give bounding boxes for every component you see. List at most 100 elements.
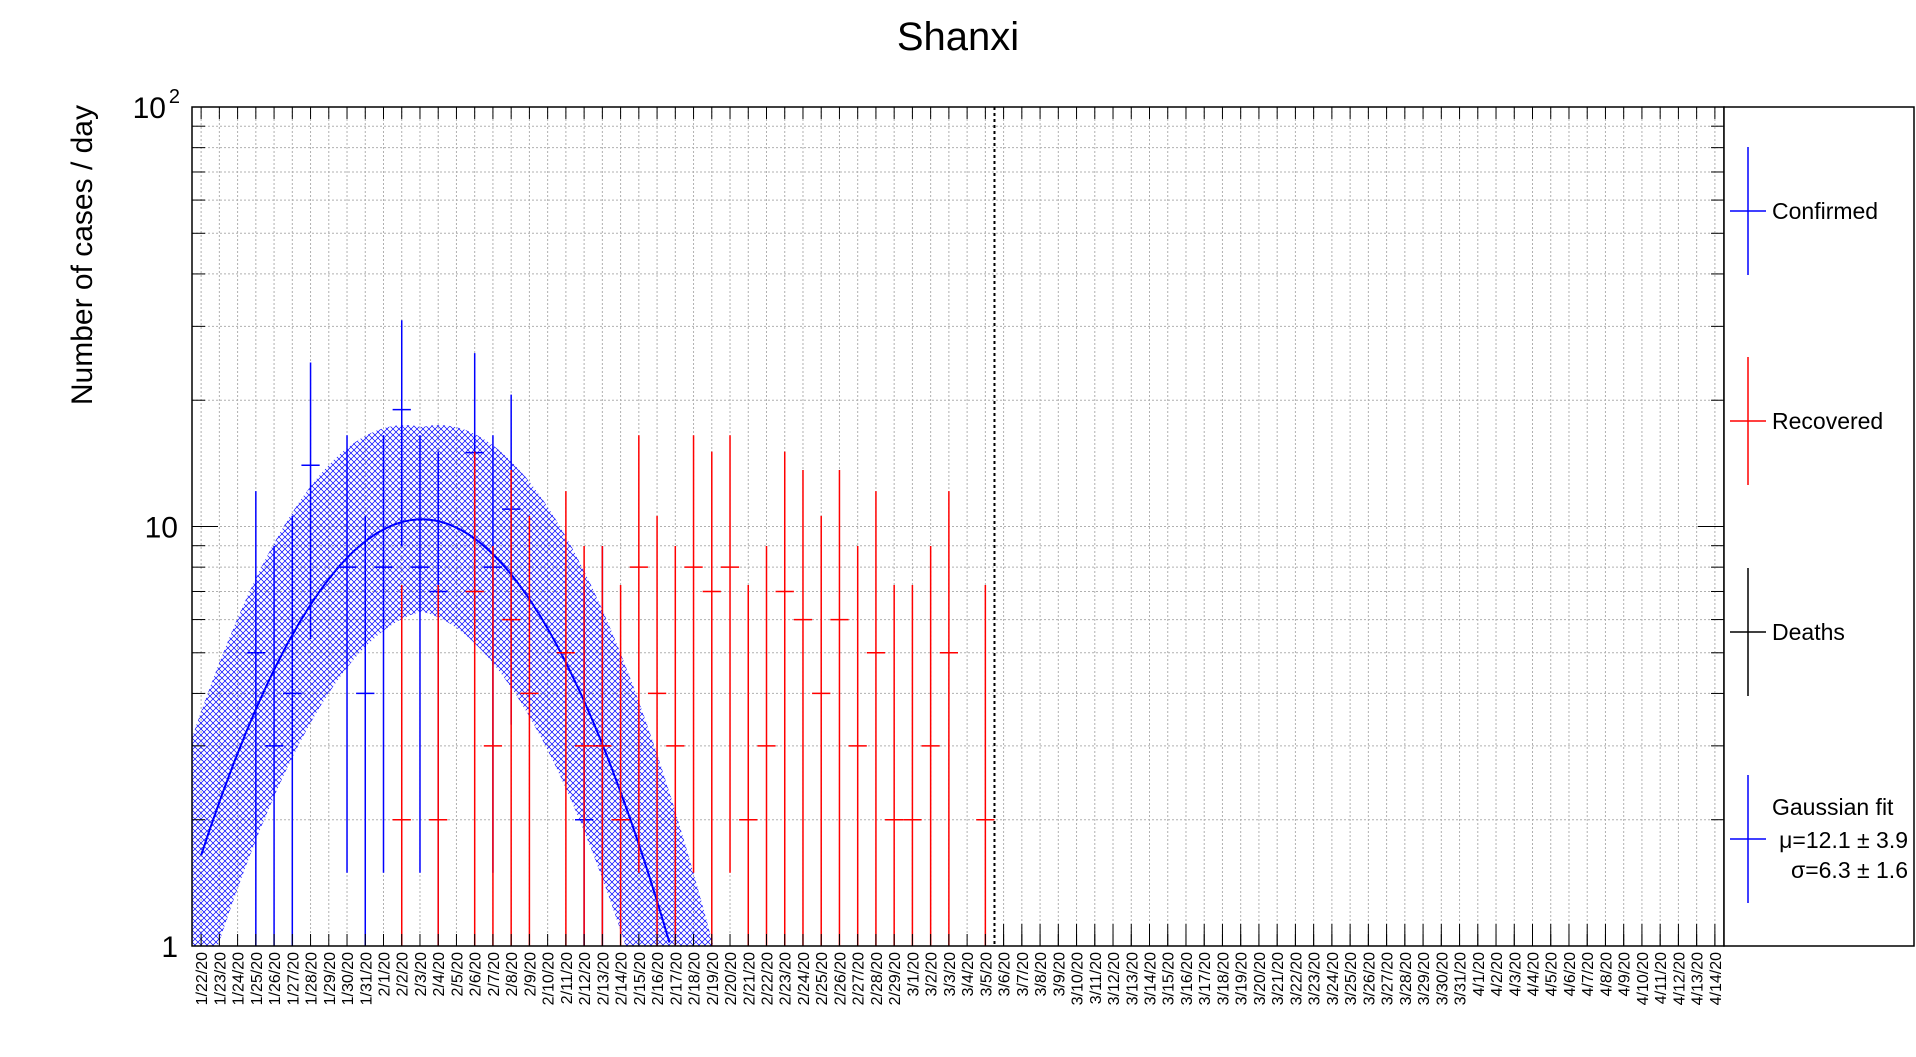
x-tick-label: 1/27/20 — [285, 952, 302, 1005]
legend-box — [1723, 106, 1915, 947]
x-tick-label: 3/10/20 — [1070, 952, 1087, 1005]
x-tick-label: 3/4/20 — [960, 952, 977, 997]
x-tick-label: 1/23/20 — [212, 952, 229, 1005]
x-tick-label: 4/13/20 — [1690, 952, 1707, 1005]
x-tick-label: 4/7/20 — [1580, 952, 1597, 997]
x-tick-label: 1/24/20 — [231, 952, 248, 1005]
x-tick-label: 3/7/20 — [1015, 952, 1032, 997]
x-tick-label: 3/24/20 — [1325, 952, 1342, 1005]
y-tick-label: 10 — [133, 92, 166, 125]
x-tick-label: 3/12/20 — [1106, 952, 1123, 1005]
x-tick-label: 1/22/20 — [194, 952, 211, 1005]
x-tick-label: 1/31/20 — [358, 952, 375, 1005]
x-tick-label: 2/24/20 — [796, 952, 813, 1005]
x-tick-label: 3/31/20 — [1453, 952, 1470, 1005]
x-tick-label: 3/28/20 — [1398, 952, 1415, 1005]
x-tick-label: 3/26/20 — [1361, 952, 1378, 1005]
x-tick-label: 3/15/20 — [1161, 952, 1178, 1005]
x-tick-label: 3/5/20 — [978, 952, 995, 997]
x-tick-label: 3/1/20 — [905, 952, 922, 997]
x-tick-label: 4/1/20 — [1471, 952, 1488, 997]
x-tick-label: 3/17/20 — [1197, 952, 1214, 1005]
x-tick-label: 2/19/20 — [705, 952, 722, 1005]
x-tick-label: 2/13/20 — [595, 952, 612, 1005]
x-tick-label: 3/11/20 — [1088, 952, 1105, 1004]
x-tick-label: 2/2/20 — [395, 952, 412, 997]
x-tick-label: 2/17/20 — [668, 952, 685, 1005]
x-tick-label: 4/12/20 — [1671, 952, 1688, 1005]
x-tick-label: 3/14/20 — [1143, 952, 1160, 1005]
x-tick-label: 3/16/20 — [1179, 952, 1196, 1005]
x-tick-label: 2/15/20 — [632, 952, 649, 1005]
fit-curve — [200, 518, 671, 943]
x-tick-label: 2/7/20 — [486, 952, 503, 997]
x-tick-label: 2/21/20 — [741, 952, 758, 1005]
x-tick-label: 2/4/20 — [431, 952, 448, 997]
fit-sigma-label: σ=6.3 ± 1.6 — [1791, 857, 1908, 883]
x-tick-label: 2/16/20 — [650, 952, 667, 1005]
x-tick-label: 2/14/20 — [614, 952, 631, 1005]
x-tick-label: 4/9/20 — [1617, 952, 1634, 997]
x-tick-label: 2/5/20 — [450, 952, 467, 997]
x-tick-label: 3/29/20 — [1416, 952, 1433, 1005]
x-tick-label: 4/3/20 — [1507, 952, 1524, 997]
chart-title: Shanxi — [897, 15, 1019, 59]
x-tick-label: 2/29/20 — [887, 952, 904, 1005]
x-tick-label: 3/30/20 — [1434, 952, 1451, 1005]
legend-label: Deaths — [1772, 619, 1845, 645]
x-tick-label: 3/18/20 — [1216, 952, 1233, 1005]
x-tick-label: 4/5/20 — [1544, 952, 1561, 997]
x-tick-label: 2/28/20 — [869, 952, 886, 1005]
x-tick-label: 3/27/20 — [1380, 952, 1397, 1005]
x-tick-label: 3/13/20 — [1124, 952, 1141, 1005]
legend-label: Recovered — [1772, 408, 1883, 434]
x-tick-label: 3/21/20 — [1270, 952, 1287, 1005]
x-tick-label: 2/23/20 — [778, 952, 795, 1005]
x-tick-label: 2/26/20 — [833, 952, 850, 1005]
x-tick-label: 2/25/20 — [814, 952, 831, 1005]
y-tick-label: 10 — [145, 512, 178, 545]
x-tick-label: 4/11/20 — [1653, 952, 1670, 1004]
x-tick-label: 3/25/20 — [1343, 952, 1360, 1005]
x-tick-label: 2/22/20 — [760, 952, 777, 1005]
x-tick-label: 3/20/20 — [1252, 952, 1269, 1005]
x-tick-label: 4/10/20 — [1635, 952, 1652, 1005]
x-tick-label: 1/29/20 — [322, 952, 339, 1005]
x-tick-label: 2/9/20 — [522, 952, 539, 997]
x-tick-label: 2/18/20 — [687, 952, 704, 1005]
x-tick-label: 4/6/20 — [1562, 952, 1579, 997]
x-tick-label: 3/3/20 — [942, 952, 959, 997]
x-tick-label: 3/2/20 — [924, 952, 941, 997]
legend-label: Confirmed — [1772, 198, 1878, 224]
legend-label: Gaussian fit — [1772, 794, 1894, 820]
fit-mu-label: μ=12.1 ± 3.9 — [1779, 827, 1908, 853]
x-tick-label: 3/23/20 — [1307, 952, 1324, 1005]
x-tick-label: 1/26/20 — [267, 952, 284, 1005]
x-tick-label: 2/12/20 — [577, 952, 594, 1005]
x-tick-label: 3/8/20 — [1033, 952, 1050, 997]
x-tick-label: 2/1/20 — [377, 952, 394, 997]
x-tick-label: 3/9/20 — [1051, 952, 1068, 997]
x-tick-label: 2/6/20 — [468, 952, 485, 997]
fit-uncertainty-band — [192, 425, 749, 947]
legend: Confirmed Recovered Deaths Gaussian fit μ=12… — [1723, 106, 1915, 947]
x-tick-label: 4/2/20 — [1489, 952, 1506, 997]
x-tick-label: 3/19/20 — [1234, 952, 1251, 1005]
x-tick-label: 4/8/20 — [1599, 952, 1616, 997]
x-tick-label: 2/3/20 — [413, 952, 430, 997]
x-tick-label: 1/28/20 — [304, 952, 321, 1005]
x-tick-label: 2/27/20 — [851, 952, 868, 1005]
y-axis-label: Number of cases / day — [66, 105, 99, 405]
y-tick-exponent: 2 — [169, 86, 180, 108]
x-tick-label: 1/25/20 — [249, 952, 266, 1005]
x-tick-label: 3/6/20 — [997, 952, 1014, 997]
x-tick-label: 2/11/20 — [559, 952, 576, 1004]
x-tick-label: 2/8/20 — [504, 952, 521, 997]
y-tick-label: 1 — [161, 931, 178, 964]
fit-band-area — [192, 425, 749, 947]
x-tick-label: 3/22/20 — [1288, 952, 1305, 1005]
x-tick-label: 1/30/20 — [340, 952, 357, 1005]
